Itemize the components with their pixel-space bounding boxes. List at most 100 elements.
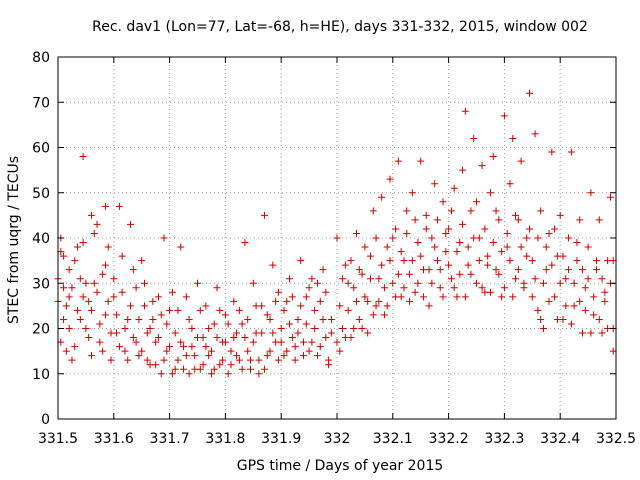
data-point [60,252,68,260]
data-point [129,266,137,274]
data-point [339,325,347,332]
data-point [528,257,536,265]
data-point [311,306,319,314]
y-tick-labels: 0 10 20 30 40 50 60 70 80 [32,50,50,428]
data-point [587,329,595,337]
data-point [386,175,394,183]
data-point [74,306,82,314]
data-point [221,311,229,319]
x-tick-label: 331.7 [150,431,190,447]
data-point [392,293,400,301]
data-point [300,352,308,360]
data-point [436,284,444,292]
data-point [551,293,559,301]
data-point [339,275,347,283]
data-point [163,320,171,328]
x-tick-label: 331.8 [205,431,245,447]
data-point [194,279,201,287]
data-point [216,306,224,314]
data-point [445,225,453,233]
data-point [157,370,165,378]
data-point [366,275,374,283]
data-point [604,325,612,332]
data-point [344,279,352,287]
data-point [590,293,598,301]
data-point [135,315,143,323]
y-tick-label: 50 [32,186,50,202]
data-point [286,320,294,328]
data-point [414,279,422,287]
data-point [319,315,327,323]
data-point [581,306,589,314]
data-point [486,189,494,197]
data-point [584,275,592,283]
data-point [411,216,419,224]
data-point [565,234,573,242]
data-point [408,257,416,265]
data-point [227,361,235,369]
data-point [283,297,291,305]
data-point [210,320,218,328]
data-point [397,248,405,256]
data-point [539,279,547,287]
data-point [433,216,441,224]
data-point [297,257,305,265]
data-point [213,284,221,292]
data-point [492,207,500,215]
data-point [484,252,492,260]
data-point [545,229,553,237]
data-point [456,239,464,247]
data-point [517,157,525,165]
data-point [185,315,193,323]
data-point [269,261,277,269]
data-point [294,315,302,323]
data-point [411,288,419,296]
data-point [74,243,82,251]
data-point [65,325,73,332]
data-point [132,284,140,292]
data-point [601,288,609,296]
data-point [461,293,469,301]
data-point [177,338,185,346]
data-point [531,130,539,138]
data-point [322,334,330,342]
data-point [297,302,305,310]
data-point [249,338,257,346]
data-point [154,293,162,301]
data-point [545,297,553,305]
data-point [500,112,508,120]
data-point [459,166,467,174]
data-point [341,261,349,269]
data-point [347,257,355,265]
data-point [277,338,285,346]
data-point [82,279,90,287]
data-point [113,311,121,319]
data-point [542,266,550,274]
data-point [227,347,235,355]
x-axis-label: GPS time / Days of year 2015 [237,458,444,474]
data-point [149,297,157,305]
data-point [294,329,302,337]
data-point [431,180,439,188]
data-point [311,325,319,332]
data-point [316,297,324,305]
data-point [96,338,104,346]
data-point [503,243,511,251]
data-point [300,338,308,346]
data-point [138,257,146,265]
data-point [523,252,531,260]
data-point [288,293,296,301]
data-point [369,207,377,215]
data-point [124,315,132,323]
data-point [263,311,271,319]
data-point [62,347,70,355]
data-point [87,211,95,219]
data-point [592,257,600,265]
data-point [361,243,369,251]
data-point [366,252,374,260]
data-point [514,266,522,274]
data-point [450,184,458,192]
data-point [327,315,335,323]
data-point [464,243,472,251]
data-point [252,302,260,310]
